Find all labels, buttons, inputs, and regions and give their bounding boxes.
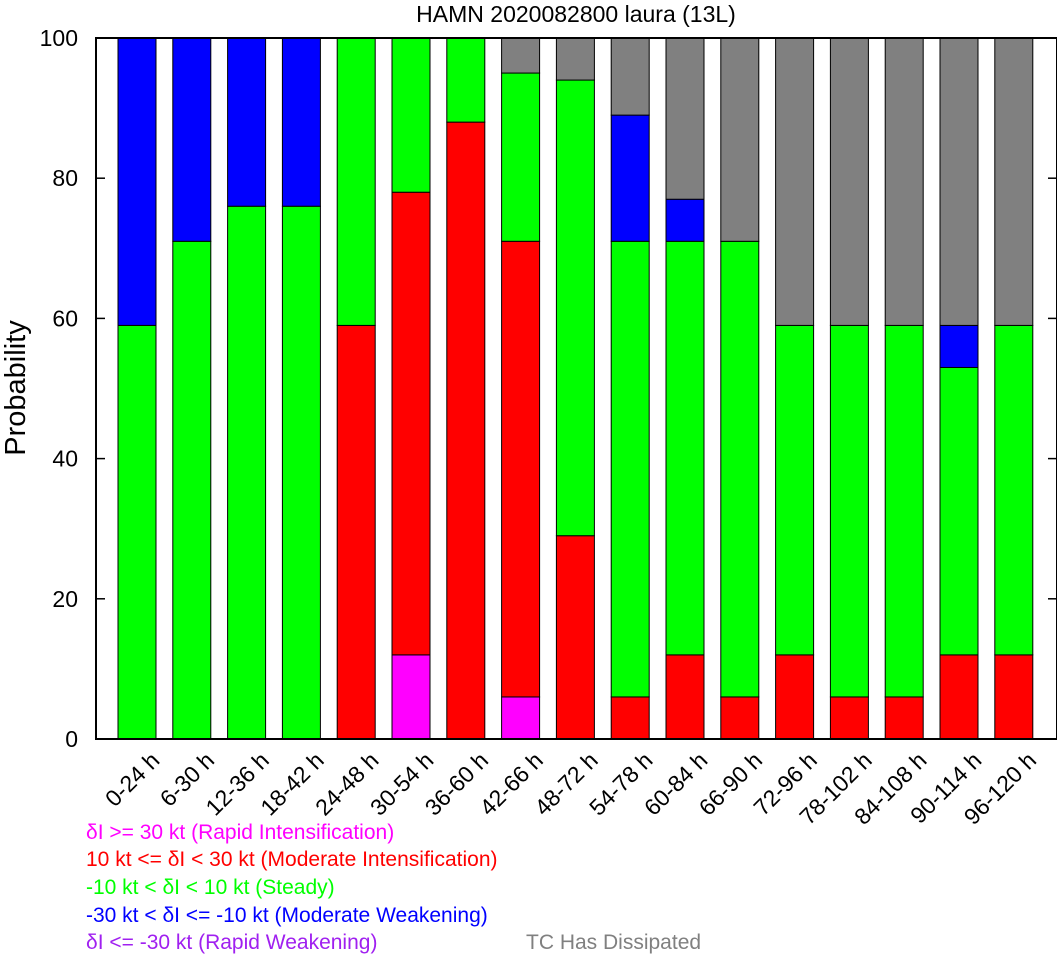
bar-segment-4-1: [336, 324, 376, 740]
legend-ri: δI >= 30 kt (Rapid Intensification): [86, 821, 395, 844]
bar-segment-11-1: [720, 696, 760, 740]
y-tick-label: 100: [40, 25, 78, 51]
bar-segment-7-1: [501, 240, 541, 698]
bar-segment-7-5: [501, 37, 541, 74]
bar-segment-11-5: [720, 37, 760, 242]
bar-segment-13-1: [829, 696, 869, 740]
bar-segment-15-5: [939, 37, 979, 326]
bar-segment-16-2: [994, 324, 1034, 656]
bar-segment-12-2: [775, 324, 815, 656]
bar-segment-10-1: [665, 654, 705, 740]
bar-segment-4-2: [336, 37, 376, 326]
bar-segment-16-1: [994, 654, 1034, 740]
legend-dissipated: TC Has Dissipated: [526, 931, 702, 954]
bar-segment-3-2: [281, 205, 321, 740]
y-tick-label: 60: [52, 305, 78, 331]
y-tick-label: 80: [52, 165, 78, 191]
bar-segment-6-2: [446, 37, 486, 123]
bar-segment-14-1: [884, 696, 924, 740]
bar-segment-0-2: [117, 324, 157, 740]
legend-rw: δI <= -30 kt (Rapid Weakening): [86, 931, 378, 954]
bar-segment-15-2: [939, 366, 979, 656]
bar-segment-0-3: [117, 37, 157, 326]
y-tick-label: 20: [52, 586, 78, 612]
bar-segment-5-2: [391, 37, 431, 193]
bar-segment-7-0: [501, 696, 541, 740]
bar-segment-13-2: [829, 324, 869, 698]
y-tick-label: 40: [52, 446, 78, 472]
bar-segment-6-1: [446, 121, 486, 740]
bar-segment-9-1: [610, 696, 650, 740]
bar-segment-10-3: [665, 198, 705, 242]
bar-segment-2-3: [227, 37, 267, 207]
legend-mw: -30 kt < δI <= -10 kt (Moderate Weakenin…: [86, 904, 488, 927]
bar-segment-1-3: [172, 37, 212, 242]
bar-segment-15-1: [939, 654, 979, 740]
bar-segment-10-2: [665, 240, 705, 656]
bar-segment-13-5: [829, 37, 869, 326]
plot-frame: [95, 37, 1057, 740]
chart-title: HAMN 2020082800 laura (13L): [416, 1, 736, 27]
bar-segment-9-2: [610, 240, 650, 698]
bar-segment-8-1: [555, 535, 595, 740]
bar-segment-14-5: [884, 37, 924, 326]
bar-segment-5-0: [391, 654, 431, 740]
bar-segment-8-2: [555, 79, 595, 537]
x-tick-label: 0-24 h: [100, 747, 165, 812]
bar-segment-5-1: [391, 191, 431, 656]
bar-segment-1-2: [172, 240, 212, 740]
bars-layer: [117, 37, 1034, 740]
bar-segment-9-3: [610, 114, 650, 242]
bar-segment-9-5: [610, 37, 650, 116]
bar-segment-2-2: [227, 205, 267, 740]
bar-segment-7-2: [501, 72, 541, 242]
bar-segment-16-5: [994, 37, 1034, 326]
legend-mi: 10 kt <= δI < 30 kt (Moderate Intensific…: [86, 848, 498, 871]
bar-segment-12-5: [775, 37, 815, 326]
bar-segment-10-5: [665, 37, 705, 200]
y-axis-label: Probability: [0, 320, 32, 456]
y-tick-label: 0: [65, 726, 78, 752]
bar-segment-15-3: [939, 324, 979, 368]
bar-segment-12-1: [775, 654, 815, 740]
bar-segment-11-2: [720, 240, 760, 698]
legend-steady: -10 kt < δI < 10 kt (Steady): [86, 876, 335, 899]
bar-segment-8-5: [555, 37, 595, 81]
bar-segment-3-3: [281, 37, 321, 207]
bar-segment-14-2: [884, 324, 924, 698]
